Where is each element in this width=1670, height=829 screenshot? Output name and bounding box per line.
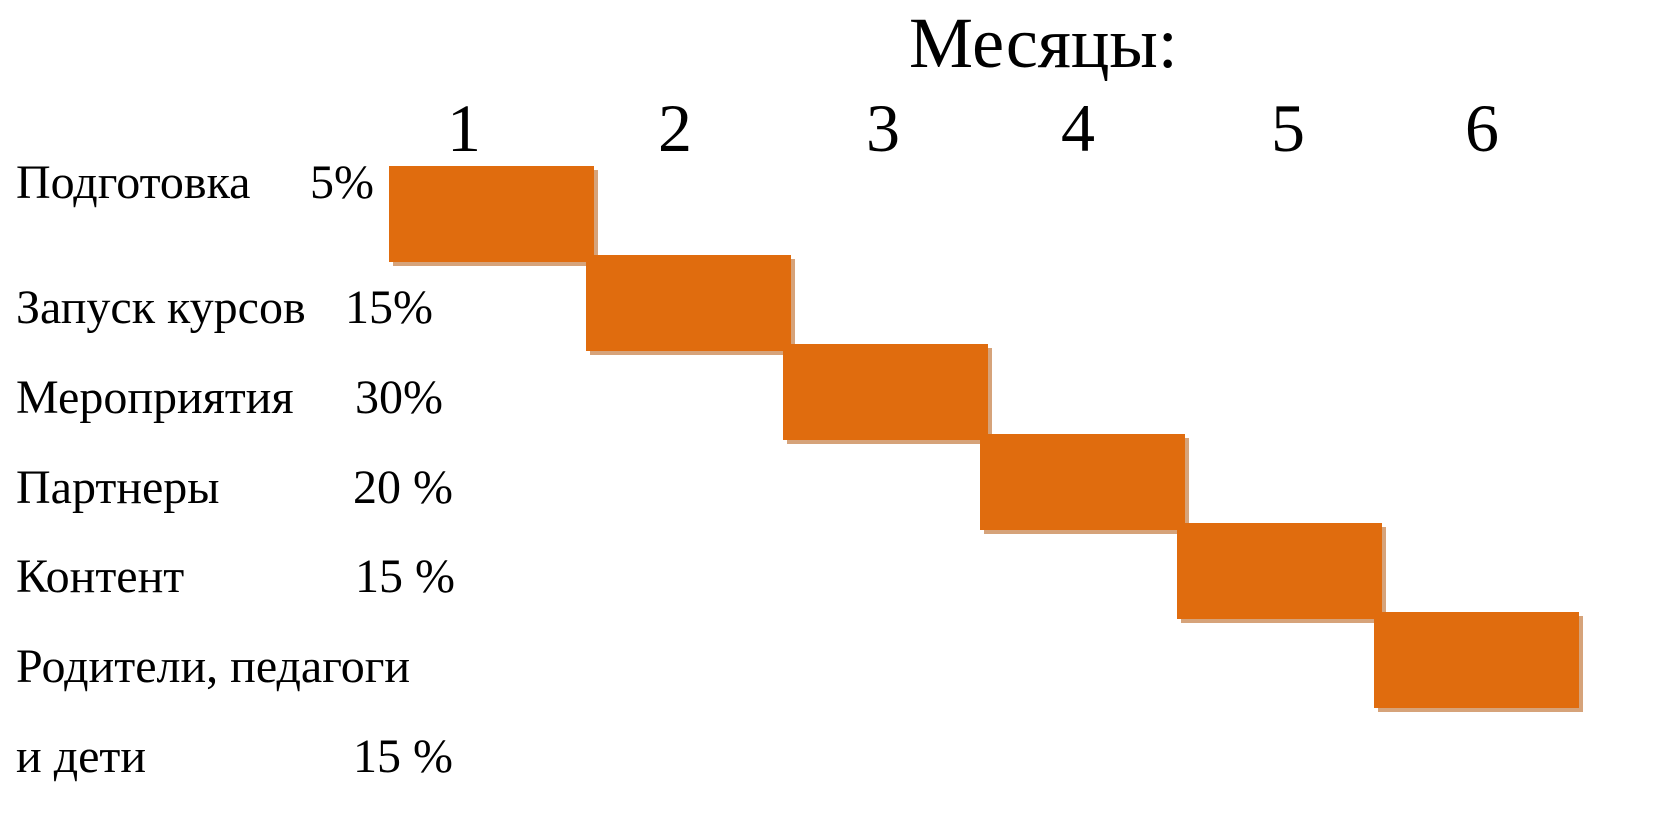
gantt-bar-6 xyxy=(1374,612,1579,708)
task-label-partners: Партнеры xyxy=(16,459,220,517)
gantt-bar-5 xyxy=(1177,523,1382,619)
task-share-events: 30% xyxy=(355,369,443,427)
task-label-parents-teachers-line2: и дети xyxy=(16,728,146,786)
gantt-bar-3 xyxy=(783,344,988,440)
task-label-events: Мероприятия xyxy=(16,369,294,427)
gantt-bar-1 xyxy=(389,166,594,262)
month-label-1: 1 xyxy=(447,88,481,168)
chart-title: Месяцы: xyxy=(909,0,1178,86)
task-share-preparation: 5% xyxy=(310,154,374,212)
month-label-5: 5 xyxy=(1271,88,1305,168)
task-label-content: Контент xyxy=(16,548,184,606)
month-label-3: 3 xyxy=(866,88,900,168)
task-share-partners: 20 % xyxy=(353,459,453,517)
task-label-preparation: Подготовка xyxy=(16,154,250,212)
task-label-parents-teachers: Родители, педагоги xyxy=(16,638,410,696)
task-label-course-launch: Запуск курсов xyxy=(16,279,306,337)
task-share-parents-teachers: 15 % xyxy=(353,728,453,786)
task-share-content: 15 % xyxy=(355,548,455,606)
gantt-bar-2 xyxy=(586,255,791,351)
month-label-6: 6 xyxy=(1465,88,1499,168)
task-share-course-launch: 15% xyxy=(345,279,433,337)
month-label-4: 4 xyxy=(1061,88,1095,168)
month-label-2: 2 xyxy=(658,88,692,168)
gantt-bar-4 xyxy=(980,434,1185,530)
